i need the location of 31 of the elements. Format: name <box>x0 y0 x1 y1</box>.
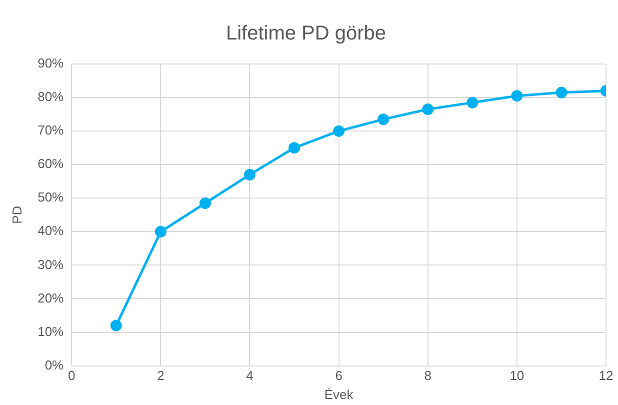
point <box>244 168 256 180</box>
point <box>466 96 478 108</box>
x-tick-label: 10 <box>510 368 524 384</box>
point <box>199 197 211 209</box>
point <box>333 125 345 137</box>
x-tick-label: 4 <box>246 368 254 384</box>
y-tick-label: 50% <box>38 190 64 205</box>
x-tick-label: 0 <box>68 368 76 384</box>
x-tick-label: 8 <box>424 368 432 384</box>
point <box>110 320 122 332</box>
x-tick-label: 2 <box>157 368 164 384</box>
y-tick-label: 90% <box>38 56 64 71</box>
point <box>154 226 166 238</box>
point <box>378 114 390 126</box>
y-tick-label: 0% <box>44 357 64 372</box>
y-tick-label: 10% <box>38 324 64 339</box>
y-tick-label: 70% <box>38 122 64 138</box>
y-axis-title: PD <box>9 206 24 224</box>
x-axis-title: Évek <box>324 386 354 402</box>
point <box>422 104 434 116</box>
point <box>556 86 568 98</box>
y-tick-label: 20% <box>38 290 64 306</box>
y-tick-label: 30% <box>38 256 64 272</box>
y-tick-label: 60% <box>38 156 64 172</box>
x-tick-label: 6 <box>335 368 342 384</box>
y-tick-label: 80% <box>38 89 64 104</box>
point <box>511 90 523 102</box>
y-tick-label: 40% <box>38 223 64 238</box>
point <box>288 142 300 154</box>
x-tick-label: 12 <box>598 368 614 384</box>
chart-title: Lifetime PD görbe <box>226 22 386 45</box>
